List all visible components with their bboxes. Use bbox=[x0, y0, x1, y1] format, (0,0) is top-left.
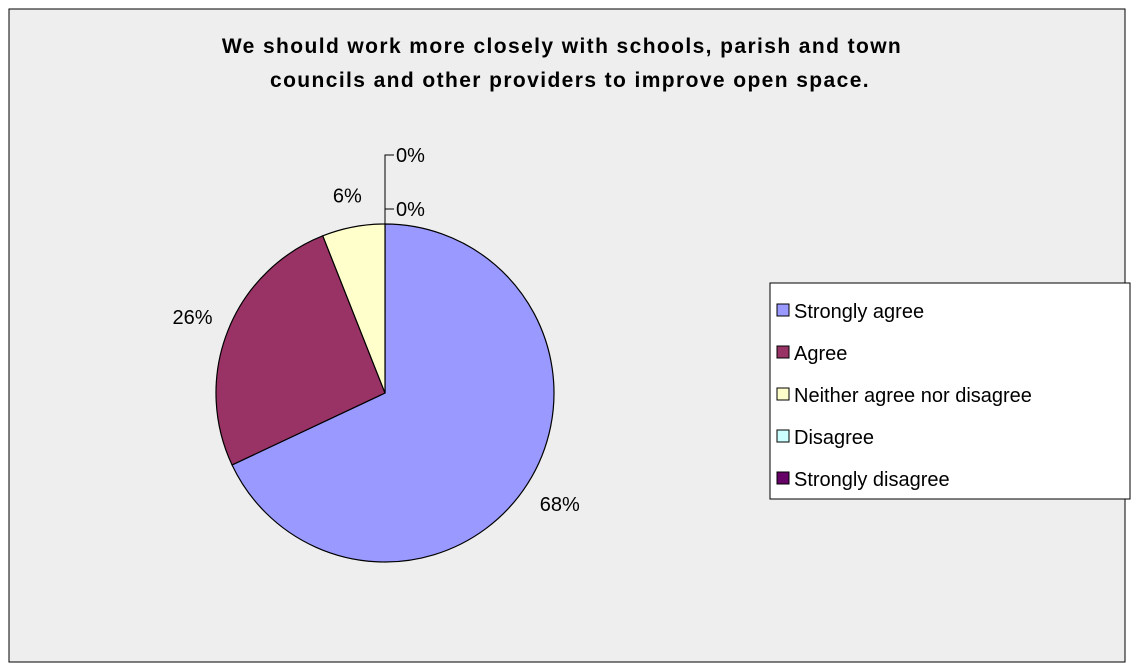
legend-label-agree: Agree bbox=[794, 343, 847, 365]
leader-lines bbox=[384, 154, 394, 224]
chart-title-line-2: councils and other providers to improve … bbox=[270, 69, 870, 92]
data-label-neither-agree-nor-disagree: 6% bbox=[333, 186, 362, 208]
pie-slice-agree bbox=[215, 235, 386, 466]
data-label-disagree: 0% bbox=[396, 145, 425, 167]
data-label-strongly-disagree: 0% bbox=[396, 199, 425, 221]
legend-swatch-strongly-disagree bbox=[776, 471, 790, 485]
leader-line-strongly-disagree bbox=[384, 208, 394, 224]
legend-label-strongly-agree: Strongly agree bbox=[794, 301, 924, 323]
legend-swatch-strongly-agree bbox=[776, 303, 790, 317]
data-label-strongly-agree: 68% bbox=[540, 494, 580, 516]
legend-label-strongly-disagree: Strongly disagree bbox=[794, 469, 950, 491]
pie-slice-strongly-agree bbox=[231, 223, 555, 563]
legend-swatch-disagree bbox=[776, 429, 790, 443]
pie-slice-neither-agree-nor-disagree bbox=[322, 223, 386, 394]
data-labels: 68% 26% 6% 0% 0% bbox=[172, 145, 580, 516]
legend-label-disagree: Disagree bbox=[794, 427, 874, 449]
legend-swatch-neither-agree-nor-disagree bbox=[776, 387, 790, 401]
legend-swatch-agree bbox=[776, 345, 790, 359]
legend-label-neither-agree-nor-disagree: Neither agree nor disagree bbox=[794, 385, 1032, 407]
leader-line-disagree bbox=[384, 154, 394, 224]
data-label-agree: 26% bbox=[172, 307, 212, 329]
legend-box bbox=[769, 282, 1131, 500]
pie-slices bbox=[215, 223, 555, 563]
chart-title-line-1: We should work more closely with schools… bbox=[222, 35, 902, 58]
legend: Strongly agree Agree Neither agree nor dis… bbox=[769, 282, 1131, 500]
